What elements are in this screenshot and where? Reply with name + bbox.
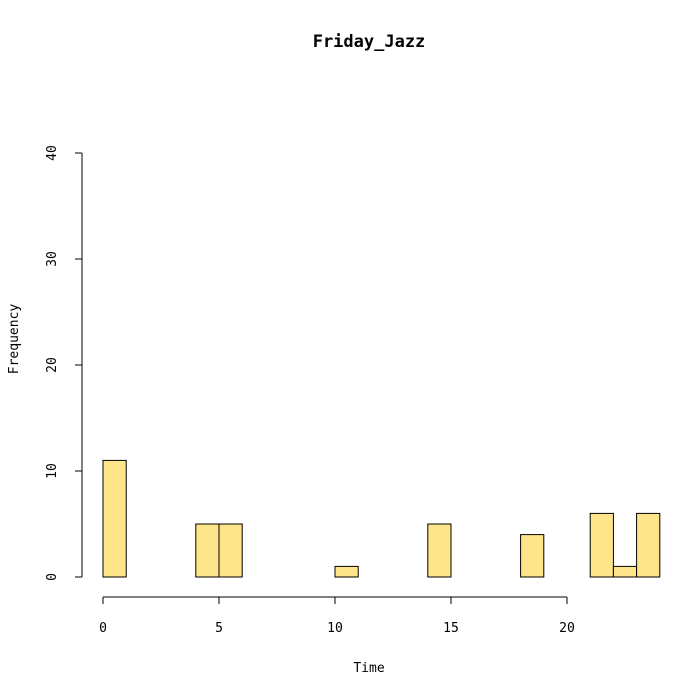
histogram-bar-4	[195, 523, 220, 578]
chart-title: Friday_Jazz	[313, 32, 426, 52]
y-tick-label-1: 10	[45, 463, 60, 479]
histogram-bar-0	[102, 459, 127, 578]
x-tick-label-2: 10	[327, 621, 343, 636]
histogram-bar-18	[520, 534, 545, 578]
x-tick-label-4: 20	[559, 621, 575, 636]
y-tick-label-3: 30	[45, 251, 60, 267]
y-axis-label: Frequency	[7, 304, 22, 375]
histogram-bar-14	[427, 523, 452, 578]
x-tick-label-0: 0	[99, 621, 107, 636]
y-tick-label-0: 0	[45, 573, 60, 581]
y-axis: 0 10 20 30 40	[45, 145, 83, 581]
x-tick-label-1: 5	[215, 621, 223, 636]
histogram-bar-5	[218, 523, 243, 578]
histogram-bar-21	[589, 512, 614, 578]
histogram-bar-10	[334, 565, 359, 578]
bars-layer	[102, 459, 661, 578]
x-tick-label-3: 15	[443, 621, 459, 636]
histogram-bar-22	[612, 565, 638, 578]
y-tick-label-4: 40	[45, 145, 60, 161]
histogram-bar-23	[636, 512, 661, 578]
x-axis: 0 5 10 15 20	[99, 596, 575, 636]
y-tick-label-2: 20	[45, 357, 60, 373]
x-axis-label: Time	[353, 661, 384, 676]
